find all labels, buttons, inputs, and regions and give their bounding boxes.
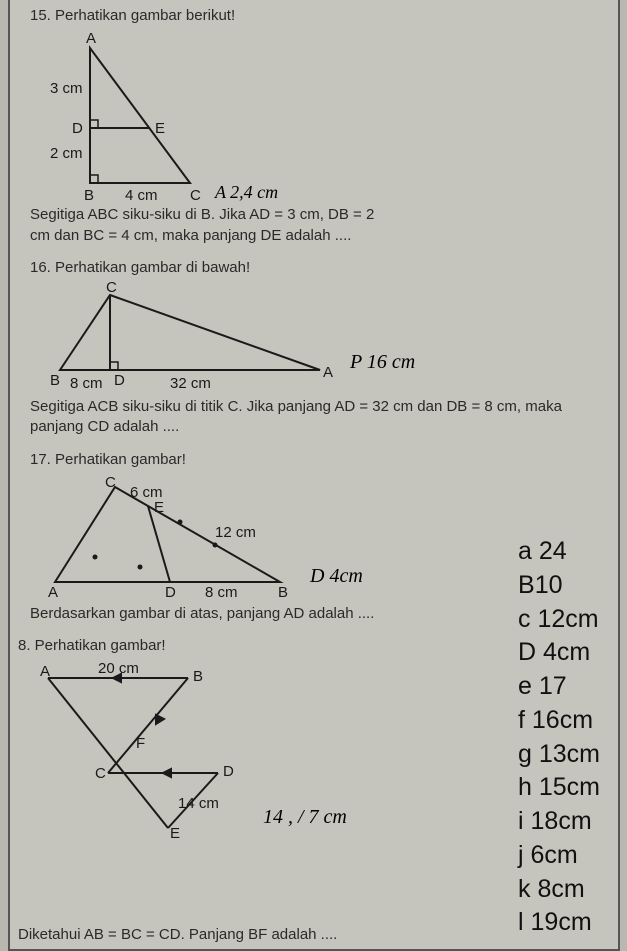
q17-C: C (105, 474, 116, 491)
ans-j: j 6cm (518, 839, 600, 873)
q15-BC: 4 cm (125, 187, 158, 203)
q17-E: E (154, 499, 164, 516)
q17-DB: 8 cm (205, 584, 238, 601)
ans-d: D 4cm (518, 636, 600, 670)
q16-text: Segitiga ACB siku-siku di titik C. Jika … (30, 397, 608, 438)
q18-text: Diketahui AB = BC = CD. Panjang BF adala… (18, 926, 337, 943)
q17-text: Berdasarkan gambar di atas, panjang AD a… (30, 604, 430, 624)
q18-DE: 14 cm (178, 795, 219, 812)
ans-i: i 18cm (518, 805, 600, 839)
answer-key-list: a 24 B10 c 12cm D 4cm e 17 f 16cm g 13cm… (518, 535, 600, 940)
ans-g: g 13cm (518, 738, 600, 772)
q16-B: B (50, 372, 60, 389)
q15-DB: 2 cm (50, 145, 83, 162)
ans-c: c 12cm (518, 603, 600, 637)
q15-A: A (86, 30, 96, 47)
q16-header: 16. Perhatikan gambar di bawah! (30, 258, 608, 278)
ans-b: B10 (518, 569, 600, 603)
q15-D: D (72, 120, 83, 137)
q18-handwriting: 14 , / 7 cm (263, 806, 347, 828)
ans-l: l 19cm (518, 906, 600, 940)
q18-AB: 20 cm (98, 660, 139, 677)
q18-diagram: A 20 cm B F C D 14 cm E 14 , / 7 cm (28, 658, 408, 838)
q16-D: D (114, 372, 125, 389)
q17-EB: 12 cm (215, 524, 256, 541)
q15-AD: 3 cm (50, 80, 83, 97)
problem-16: 16. Perhatikan gambar di bawah! C B 8 cm… (10, 252, 618, 444)
ans-f: f 16cm (518, 704, 600, 738)
q18-D: D (223, 763, 234, 780)
q16-BD: 8 cm (70, 375, 103, 392)
q16-diagram: C B 8 cm D 32 cm A P 16 cm (40, 280, 460, 395)
q18-F: F (136, 735, 145, 752)
q15-handwriting: A 2,4 cm (214, 182, 278, 202)
q17-B: B (278, 584, 288, 601)
q18-B: B (193, 668, 203, 685)
q17-A: A (48, 584, 58, 601)
ans-e: e 17 (518, 670, 600, 704)
q15-C: C (190, 187, 201, 203)
q17-D: D (165, 584, 176, 601)
q15-E: E (155, 120, 165, 137)
q17-diagram: C 6 cm E 12 cm A D 8 cm B D 4cm (40, 472, 440, 602)
q17-header: 17. Perhatikan gambar! (30, 450, 608, 470)
q15-header: 15. Perhatikan gambar berikut! (30, 6, 608, 26)
ans-a: a 24 (518, 535, 600, 569)
problem-15: 15. Perhatikan gambar berikut! A 3 cm D … (10, 0, 618, 252)
q18-C: C (95, 765, 106, 782)
worksheet-page: 15. Perhatikan gambar berikut! A 3 cm D … (8, 0, 620, 951)
q16-A: A (323, 364, 333, 381)
q17-handwriting: D 4cm (309, 565, 363, 587)
q18-E: E (170, 825, 180, 838)
q16-DA: 32 cm (170, 375, 211, 392)
ans-h: h 15cm (518, 771, 600, 805)
q15-diagram: A 3 cm D E 2 cm B 4 cm C A 2,4 cm (40, 28, 320, 203)
q16-handwriting: P 16 cm (349, 351, 415, 373)
q16-C: C (106, 280, 117, 296)
q18-A: A (40, 663, 50, 680)
q15-text: Segitiga ABC siku-siku di B. Jika AD = 3… (30, 205, 390, 246)
q15-B: B (84, 187, 94, 203)
ans-k: k 8cm (518, 873, 600, 907)
